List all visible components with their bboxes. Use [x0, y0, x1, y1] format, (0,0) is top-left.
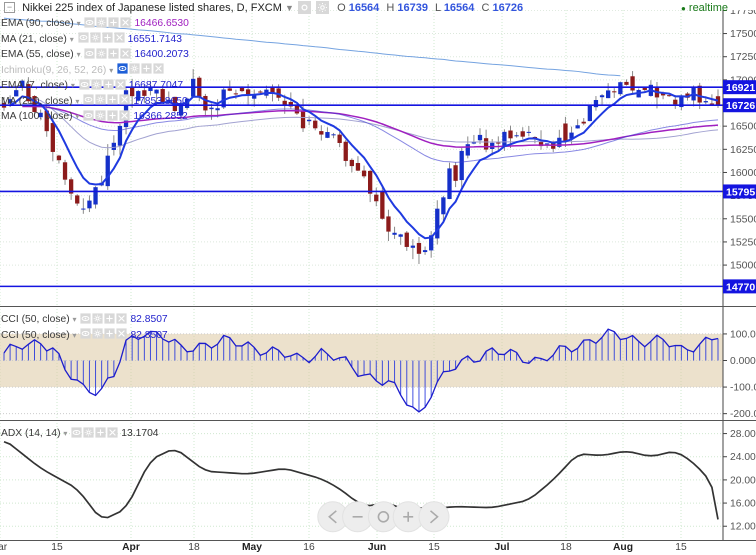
svg-text:16000.000: 16000.000: [730, 167, 756, 179]
svg-text:12.0000: 12.0000: [730, 522, 756, 533]
svg-text:24.0000: 24.0000: [730, 452, 756, 463]
svg-text:-200.00: -200.00: [730, 409, 756, 420]
svg-text:100.000: 100.000: [730, 329, 756, 340]
svg-text:15795: 15795: [726, 186, 755, 198]
svg-text:-100.00: -100.00: [730, 383, 756, 394]
svg-text:15250.000: 15250.000: [730, 236, 756, 248]
svg-text:14770: 14770: [726, 281, 755, 293]
svg-text:16.0000: 16.0000: [730, 499, 756, 510]
svg-text:16250.000: 16250.000: [730, 144, 756, 156]
svg-text:16500.000: 16500.000: [730, 121, 756, 133]
svg-text:17750.000: 17750.000: [730, 10, 756, 17]
svg-text:20.0000: 20.0000: [730, 475, 756, 486]
svg-text:17250.000: 17250.000: [730, 51, 756, 63]
svg-text:16921: 16921: [726, 82, 755, 94]
svg-text:17500.000: 17500.000: [730, 28, 756, 40]
svg-text:15000.000: 15000.000: [730, 260, 756, 272]
svg-text:16726: 16726: [726, 100, 755, 112]
svg-text:0.0000: 0.0000: [730, 356, 756, 367]
svg-text:15500.000: 15500.000: [730, 213, 756, 225]
svg-text:28.0000: 28.0000: [730, 429, 756, 440]
